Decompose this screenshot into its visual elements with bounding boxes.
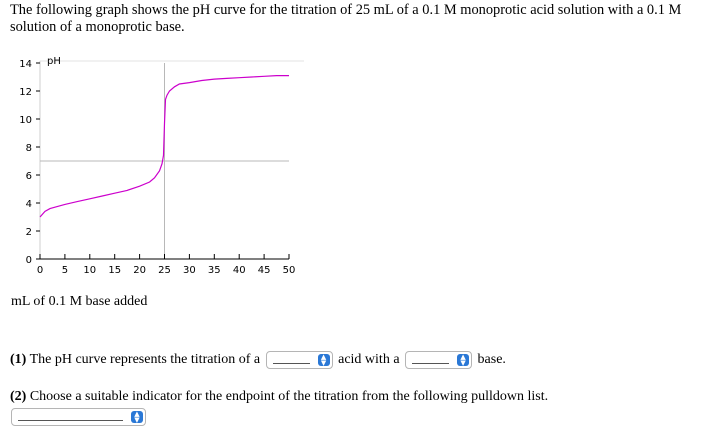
x-tick-label: 5 bbox=[62, 265, 68, 276]
x-tick-label: 50 bbox=[283, 265, 296, 276]
select-blank bbox=[412, 363, 450, 364]
acid-strength-select[interactable]: ▲ ▼ bbox=[265, 351, 333, 369]
x-tick-label: 0 bbox=[37, 265, 43, 276]
select-arrow-icon: ▲ ▼ bbox=[317, 354, 330, 367]
x-tick-label: 30 bbox=[183, 265, 196, 276]
question-2: (2) Choose a suitable indicator for the … bbox=[10, 389, 548, 405]
x-axis-label: mL of 0.1 M base added bbox=[11, 294, 148, 309]
y-tick-label: 6 bbox=[26, 171, 32, 182]
chart-svg: 0 2 4 6 8 10 12 14 pH 0 5 10 15 20 25 30 35 40 45 50 bbox=[19, 56, 304, 276]
x-tick-label: 15 bbox=[108, 265, 121, 276]
x-tick-label: 25 bbox=[158, 265, 171, 276]
y-tick-label: 8 bbox=[26, 143, 32, 154]
question-2-text: Choose a suitable indicator for the endp… bbox=[29, 389, 549, 404]
question-1-number: (1) bbox=[10, 352, 27, 368]
y-tick-label: 10 bbox=[19, 115, 32, 126]
select-arrow-icon: ▲ ▼ bbox=[457, 354, 470, 367]
indicator-select[interactable]: ▲ ▼ bbox=[11, 408, 146, 426]
y-tick-label: 0 bbox=[26, 255, 32, 266]
base-strength-select[interactable]: ▲ ▼ bbox=[405, 351, 473, 369]
question-1-end: base. bbox=[477, 352, 506, 368]
question-2-number: (2) bbox=[10, 389, 27, 404]
titration-curve bbox=[39, 75, 289, 218]
select-blank bbox=[18, 420, 123, 421]
question-1-mid: acid with a bbox=[338, 352, 400, 368]
y-tick-label: 4 bbox=[26, 199, 32, 210]
x-tick-label: 40 bbox=[233, 265, 246, 276]
question-1: (1) The pH curve represents the titratio… bbox=[10, 351, 506, 369]
select-blank bbox=[272, 363, 310, 364]
x-tick-label: 10 bbox=[83, 265, 96, 276]
y-axis-label: pH bbox=[47, 56, 61, 67]
x-tick-label: 45 bbox=[258, 265, 271, 276]
titration-chart: 0 2 4 6 8 10 12 14 pH 0 5 10 15 20 25 30 35 40 45 50 bbox=[0, 55, 320, 290]
question-1-text: The pH curve represents the titration of… bbox=[29, 352, 261, 368]
y-tick-label: 2 bbox=[26, 227, 32, 238]
x-tick-label: 35 bbox=[208, 265, 221, 276]
y-tick-label: 12 bbox=[19, 87, 32, 98]
y-tick-label: 14 bbox=[19, 59, 32, 70]
x-tick-label: 20 bbox=[133, 265, 146, 276]
select-arrow-icon: ▲ ▼ bbox=[131, 411, 143, 424]
intro-text: The following graph shows the pH curve f… bbox=[10, 2, 682, 35]
